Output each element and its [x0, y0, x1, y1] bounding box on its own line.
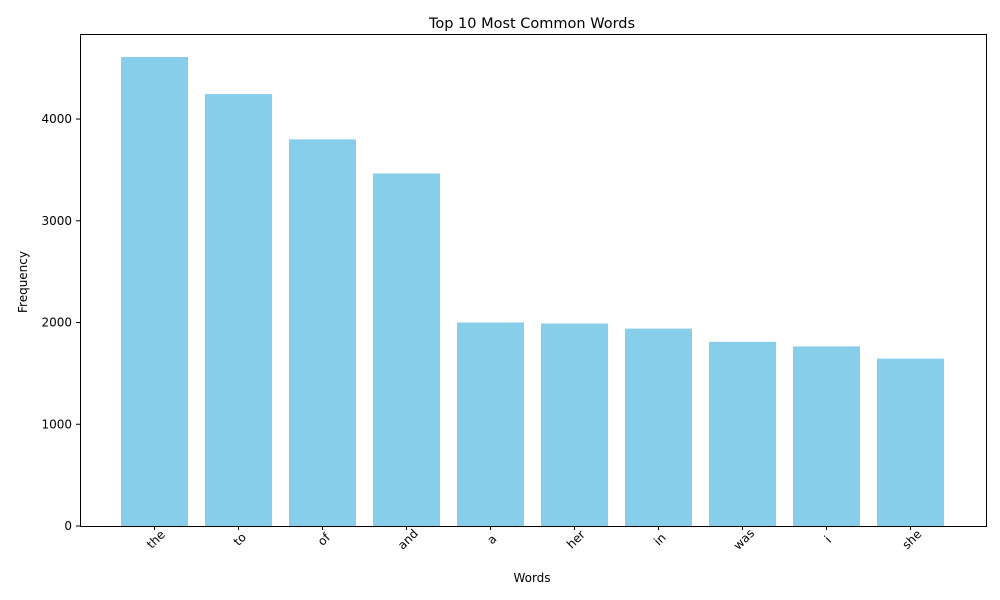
y-tick-label: 3000 — [41, 214, 72, 228]
x-tick-label: of — [315, 530, 334, 549]
x-axis-label: Words — [513, 571, 550, 585]
y-axis-label: Frequency — [16, 251, 30, 313]
y-axis-ticks: 0 1000 2000 3000 4000 — [41, 112, 80, 533]
bar-was — [709, 341, 776, 526]
x-tick-label: a — [484, 532, 499, 547]
bar-to — [205, 94, 272, 526]
bar-a — [457, 322, 524, 526]
bar-she — [877, 358, 944, 526]
x-tick-label: in — [651, 531, 669, 549]
x-tick-label: her — [564, 527, 588, 551]
bar-her — [541, 323, 608, 526]
chart-title: Top 10 Most Common Words — [428, 16, 635, 32]
x-tick-label: she — [899, 527, 924, 552]
x-tick-label: to — [231, 530, 249, 548]
bar-and — [373, 173, 440, 526]
x-tick-label: the — [144, 527, 168, 551]
bar-of — [289, 139, 356, 526]
y-tick-label: 4000 — [41, 112, 72, 126]
y-tick-label: 1000 — [41, 417, 72, 431]
x-tick-label: and — [395, 526, 421, 552]
x-axis-ticks: the to of and a her in was i she — [144, 526, 924, 553]
y-tick-label: 0 — [64, 519, 72, 533]
y-tick-label: 2000 — [41, 316, 72, 330]
bar-the — [121, 57, 188, 526]
bar-series — [121, 57, 944, 526]
bar-in — [625, 328, 692, 526]
plot-frame — [80, 34, 987, 527]
bar-i — [793, 346, 860, 526]
x-tick-label: was — [731, 526, 757, 552]
x-tick-label: i — [822, 533, 834, 545]
